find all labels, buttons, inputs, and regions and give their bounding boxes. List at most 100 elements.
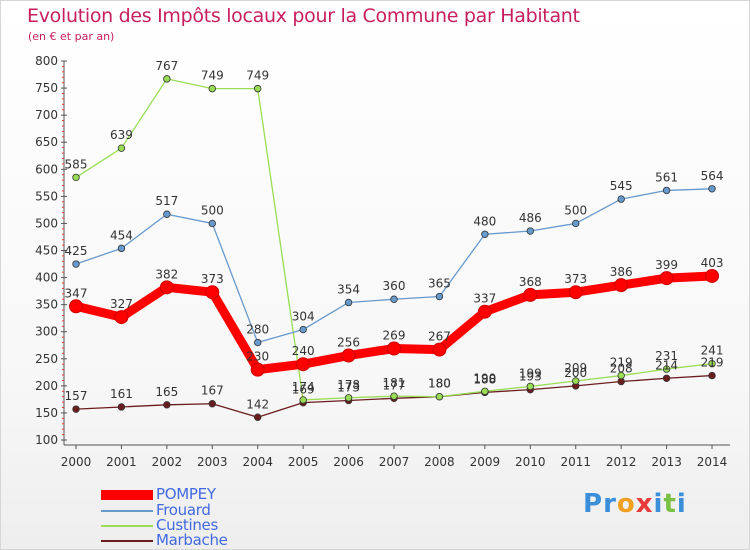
data-label-pompey: 347	[65, 286, 88, 300]
data-label-frouard: 561	[655, 170, 678, 184]
data-point-pompey	[477, 304, 492, 319]
data-label-frouard: 360	[383, 279, 406, 293]
data-point-custines	[526, 382, 534, 391]
data-point-custines	[344, 394, 353, 402]
data-label-frouard: 365	[428, 277, 451, 291]
data-label-custines: 181	[383, 376, 406, 390]
data-point-marbache	[708, 371, 716, 380]
chart-subtitle: (en € et par an)	[28, 30, 115, 43]
data-point-custines	[163, 75, 171, 83]
data-label-frouard: 564	[701, 169, 724, 183]
y-tick-label: 250	[35, 352, 58, 366]
data-label-marbache: 165	[155, 385, 178, 399]
x-tick-label: 2014	[697, 455, 728, 469]
y-tick-label: 650	[35, 135, 58, 149]
legend-label: Custines	[156, 516, 218, 534]
data-label-pompey: 368	[519, 275, 542, 289]
legend-label: Marbache	[156, 531, 228, 549]
legend-swatch-pompey	[101, 490, 153, 500]
data-label-marbache: 142	[246, 397, 269, 411]
data-label-frouard: 500	[201, 203, 224, 217]
data-point-marbache	[163, 401, 171, 409]
y-tick-label: 800	[35, 54, 58, 68]
x-tick-label: 2006	[333, 455, 364, 469]
data-label-custines: 231	[655, 349, 678, 363]
data-label-pompey: 403	[701, 256, 724, 270]
data-label-marbache: 193	[519, 370, 542, 384]
y-tick-label: 300	[35, 325, 58, 339]
data-point-marbache	[208, 400, 216, 408]
legend-label: Frouard	[156, 501, 211, 519]
data-point-pompey	[69, 299, 83, 314]
data-label-frouard: 545	[610, 179, 633, 193]
data-point-custines	[572, 377, 580, 385]
data-point-custines	[390, 392, 398, 400]
data-label-pompey: 267	[428, 330, 451, 344]
legend-swatch-custines	[101, 525, 153, 527]
data-label-custines: 180	[428, 377, 451, 391]
data-point-custines	[299, 396, 307, 404]
y-tick-label: 550	[35, 189, 58, 203]
legend-label: POMPEY	[156, 485, 216, 503]
x-tick-label: 2011	[560, 455, 591, 469]
data-point-frouard	[254, 338, 262, 347]
logo-letter: i	[653, 489, 664, 519]
data-label-custines: 219	[610, 356, 633, 370]
data-label-custines: 585	[65, 157, 88, 171]
data-point-marbache	[254, 413, 262, 421]
y-tick-label: 500	[35, 216, 58, 230]
data-label-marbache: 214	[655, 358, 678, 372]
x-tick-label: 2002	[152, 455, 183, 469]
y-tick-label: 400	[35, 271, 58, 285]
data-point-frouard	[708, 185, 716, 193]
data-label-pompey: 327	[110, 297, 133, 311]
data-label-frouard: 480	[473, 214, 496, 228]
data-point-frouard	[662, 186, 671, 195]
data-point-marbache	[662, 374, 671, 382]
y-tick-label: 750	[35, 81, 58, 95]
data-label-marbache: 167	[201, 384, 224, 398]
data-label-marbache: 173	[337, 380, 360, 394]
data-point-frouard	[572, 219, 580, 228]
data-label-pompey: 382	[155, 267, 178, 281]
data-point-frouard	[163, 210, 171, 218]
data-point-pompey	[114, 310, 129, 325]
data-label-pompey: 269	[383, 329, 406, 343]
x-tick-label: 2000	[61, 455, 92, 469]
data-label-frouard: 486	[519, 211, 542, 225]
data-point-marbache	[72, 405, 80, 413]
data-point-pompey	[387, 341, 402, 356]
y-tick-label: 350	[35, 298, 58, 312]
data-label-marbache: 161	[110, 387, 133, 401]
data-point-custines	[72, 173, 80, 182]
data-label-pompey: 399	[655, 258, 678, 272]
data-label-custines: 178	[337, 378, 360, 392]
data-point-frouard	[481, 230, 489, 238]
data-label-pompey: 256	[337, 336, 360, 350]
data-label-marbache: 177	[383, 378, 406, 392]
data-label-custines: 749	[246, 69, 269, 83]
x-tick-label: 2012	[606, 455, 637, 469]
data-label-frouard: 425	[65, 244, 88, 258]
chart-title: Evolution des Impôts locaux pour la Comm…	[27, 5, 580, 27]
data-label-custines: 209	[564, 361, 587, 375]
logo-letter: x	[635, 489, 654, 519]
data-label-custines: 639	[110, 128, 133, 142]
data-label-pompey: 373	[201, 272, 224, 286]
data-label-marbache: 200	[564, 366, 587, 380]
data-point-pompey	[250, 362, 265, 377]
x-tick-label: 2004	[242, 455, 273, 469]
logo-letter: r	[603, 489, 617, 519]
data-point-pompey	[614, 278, 629, 293]
data-label-frouard: 354	[337, 282, 360, 296]
data-label-frouard: 454	[110, 228, 133, 242]
data-label-pompey: 373	[564, 272, 587, 286]
data-point-frouard	[390, 295, 398, 303]
data-point-pompey	[432, 342, 447, 357]
legend-swatch-frouard	[101, 510, 153, 512]
data-label-frouard: 500	[564, 203, 587, 217]
chart-axes: 100 150 200 250 300 350 400 450 500 550 600 650 700 7…	[35, 54, 731, 469]
data-point-pompey	[159, 280, 174, 295]
